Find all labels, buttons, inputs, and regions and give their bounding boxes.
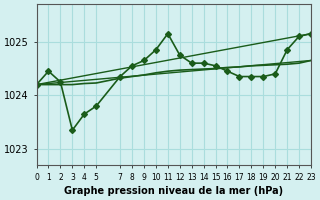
X-axis label: Graphe pression niveau de la mer (hPa): Graphe pression niveau de la mer (hPa) bbox=[64, 186, 283, 196]
